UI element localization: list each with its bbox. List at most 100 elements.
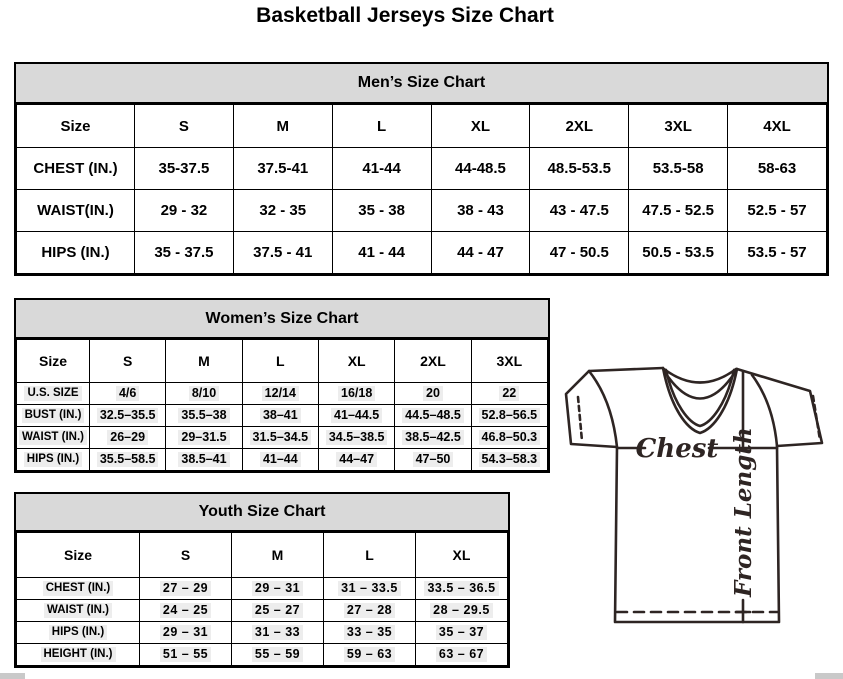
measurement-value: 33.5 – 36.5 bbox=[415, 577, 508, 600]
highlighted-value-text: HEIGHT (IN.) bbox=[40, 647, 116, 662]
measurement-value: 35.5–58.5 bbox=[88, 448, 167, 471]
size-column-header: S bbox=[88, 339, 167, 383]
measurement-value: 31.5–34.5 bbox=[241, 426, 319, 449]
measurement-value: 4/6 bbox=[88, 382, 167, 405]
highlighted-value-text: 31.5–34.5 bbox=[249, 429, 312, 446]
bottom-right-cutoff-fragment bbox=[815, 673, 843, 679]
highlighted-value-text: 51 – 55 bbox=[159, 646, 212, 663]
measurement-value: 33 – 35 bbox=[323, 621, 416, 644]
measurement-label: HEIGHT (IN.) bbox=[16, 643, 140, 666]
size-column-header: M bbox=[232, 104, 333, 148]
size-label-header: Size bbox=[16, 532, 140, 578]
highlighted-value-text: HIPS (IN.) bbox=[23, 452, 83, 467]
measurement-label: BUST (IN.) bbox=[16, 404, 90, 427]
page-title: Basketball Jerseys Size Chart bbox=[256, 4, 554, 27]
highlighted-value-text: 31 – 33 bbox=[251, 624, 304, 641]
highlighted-value-text: 35.5–58.5 bbox=[96, 451, 159, 468]
size-column-header: 2XL bbox=[529, 104, 630, 148]
measurement-value: 32.5–35.5 bbox=[88, 404, 167, 427]
measurement-row: WAIST (IN.) 26–29 29–31.5 31.5–34.5 34.5–38.… bbox=[16, 426, 549, 449]
youth-header-row: Size S M L XL bbox=[16, 532, 508, 578]
mens-table-grid: Size S M L XL 2XL 3XL 4XL CHEST (IN.) 35-37.5 37.5… bbox=[16, 104, 827, 274]
highlighted-value-text: 24 – 25 bbox=[159, 602, 212, 619]
measurement-value: 34.5–38.5 bbox=[317, 426, 396, 449]
measurement-value: 41–44.5 bbox=[317, 404, 396, 427]
measurement-value: 41-44 bbox=[331, 147, 432, 190]
size-column-header: 2XL bbox=[394, 339, 472, 383]
measurement-value: 35 – 37 bbox=[415, 621, 508, 644]
highlighted-value-text: 44.5–48.5 bbox=[402, 407, 464, 424]
highlighted-value-text: 28 – 29.5 bbox=[430, 602, 493, 619]
highlighted-value-text: 34.5–38.5 bbox=[325, 429, 388, 446]
measurement-label: HIPS (IN.) bbox=[16, 231, 135, 274]
measurement-value: 58-63 bbox=[727, 147, 827, 190]
front-length-measure-line bbox=[734, 369, 752, 624]
highlighted-value-text: 38–41 bbox=[259, 407, 301, 424]
measurement-value: 41–44 bbox=[241, 448, 319, 471]
highlighted-value-text: 41–44 bbox=[259, 451, 301, 468]
size-column-header: M bbox=[165, 339, 243, 383]
measurement-label: WAIST (IN.) bbox=[16, 426, 90, 449]
highlighted-value-text: 27 – 28 bbox=[343, 602, 396, 619]
highlighted-value-text: 31 – 33.5 bbox=[338, 580, 401, 597]
highlighted-value-text: 16/18 bbox=[338, 385, 376, 402]
measurement-value: 8/10 bbox=[165, 382, 243, 405]
measurement-value: 32 - 35 bbox=[232, 189, 333, 232]
highlighted-value-text: BUST (IN.) bbox=[21, 408, 85, 423]
measurement-value: 46.8–50.3 bbox=[470, 426, 549, 449]
highlighted-value-text: HIPS (IN.) bbox=[48, 625, 108, 640]
size-column-header: L bbox=[331, 104, 432, 148]
youth-table-grid: Size S M L XL CHEST (IN.) 27 – 29 29 – 31 31 – 3… bbox=[16, 532, 508, 666]
measurement-label: HIPS (IN.) bbox=[16, 621, 140, 644]
highlighted-value-text: 47–50 bbox=[412, 451, 454, 468]
measurement-value: 51 – 55 bbox=[139, 643, 232, 666]
mens-size-chart-table: Men’s Size Chart Size S M L XL 2XL 3XL 4XL CHEST… bbox=[14, 62, 829, 276]
highlighted-value-text: 35 – 37 bbox=[435, 624, 488, 641]
highlighted-value-text: 12/14 bbox=[261, 385, 299, 402]
highlighted-value-text: 29–31.5 bbox=[178, 429, 230, 446]
measurement-label: HIPS (IN.) bbox=[16, 448, 90, 471]
size-column-header: M bbox=[231, 532, 324, 578]
measurement-value: 31 – 33 bbox=[231, 621, 324, 644]
measurement-value: 63 – 67 bbox=[415, 643, 508, 666]
measurement-value: 53.5-58 bbox=[628, 147, 729, 190]
measurement-value: 26–29 bbox=[88, 426, 167, 449]
measurement-value: 29–31.5 bbox=[165, 426, 243, 449]
jersey-left-seam bbox=[587, 369, 619, 449]
measurement-value: 52.8–56.5 bbox=[470, 404, 549, 427]
jersey-right-seam bbox=[750, 373, 779, 448]
highlighted-value-text: 33 – 35 bbox=[343, 624, 396, 641]
measurement-label: U.S. SIZE bbox=[16, 382, 90, 405]
highlighted-value-text: 22 bbox=[499, 385, 520, 402]
highlighted-value-text: 38.5–41 bbox=[178, 451, 230, 468]
measurement-row: CHEST (IN.) 27 – 29 29 – 31 31 – 33.5 33.5 –… bbox=[16, 577, 508, 600]
men-header-row: Size S M L XL 2XL 3XL 4XL bbox=[16, 104, 827, 148]
measurement-value: 54.3–58.3 bbox=[470, 448, 549, 471]
measurement-value: 53.5 - 57 bbox=[727, 231, 827, 274]
womens-table-title: Women’s Size Chart bbox=[16, 300, 548, 339]
right-cuff-stitch bbox=[811, 394, 822, 442]
size-label-header: Size bbox=[16, 104, 135, 148]
collar-v-outer bbox=[661, 366, 739, 435]
size-column-header: 3XL bbox=[470, 339, 549, 383]
measurement-value: 43 - 47.5 bbox=[529, 189, 630, 232]
size-column-header: XL bbox=[415, 532, 508, 578]
size-column-header: L bbox=[241, 339, 319, 383]
measurement-label: CHEST (IN.) bbox=[16, 147, 135, 190]
highlighted-value-text: 55 – 59 bbox=[251, 646, 304, 663]
collar-v-inner bbox=[664, 368, 736, 428]
highlighted-value-text: 25 – 27 bbox=[251, 602, 304, 619]
measurement-label: CHEST (IN.) bbox=[16, 577, 140, 600]
highlighted-value-text: 41–44.5 bbox=[331, 407, 383, 424]
measurement-value: 48.5-53.5 bbox=[529, 147, 630, 190]
size-column-header: 3XL bbox=[628, 104, 729, 148]
measurement-value: 27 – 28 bbox=[323, 599, 416, 622]
measurement-value: 38 - 43 bbox=[430, 189, 531, 232]
highlighted-value-text: 20 bbox=[423, 385, 443, 402]
measurement-value: 44.5–48.5 bbox=[394, 404, 472, 427]
highlighted-value-text: 8/10 bbox=[188, 385, 220, 402]
measurement-value: 12/14 bbox=[241, 382, 319, 405]
measurement-value: 37.5-41 bbox=[232, 147, 333, 190]
highlighted-value-text: 29 – 31 bbox=[251, 580, 304, 597]
womens-size-chart-table: Women’s Size Chart Size S M L XL 2XL 3XL U.S. S… bbox=[14, 298, 550, 473]
